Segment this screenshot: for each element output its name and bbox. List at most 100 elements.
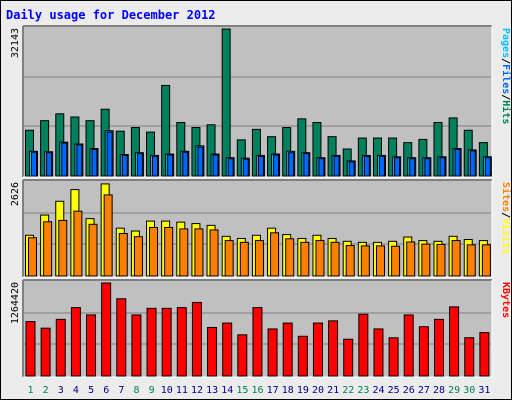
- x-tick-label: 29: [448, 385, 460, 396]
- x-tick-label: 8: [133, 385, 139, 396]
- bar-kbytes: [343, 338, 354, 377]
- bar-pages: [106, 131, 113, 177]
- x-tick-label: 3: [58, 385, 64, 396]
- bar-pages: [469, 150, 476, 177]
- bar-kbytes: [373, 328, 384, 377]
- x-tick-label: 27: [418, 385, 430, 396]
- bar-pages: [348, 161, 355, 177]
- bar-kbytes: [131, 314, 142, 377]
- bar-pages: [76, 144, 83, 177]
- bar-kbytes: [25, 321, 36, 377]
- x-tick-label: 6: [103, 385, 109, 396]
- x-tick-label: 23: [357, 385, 369, 396]
- bar-sites: [285, 238, 295, 277]
- bar-pages: [212, 154, 219, 177]
- x-tick-label: 24: [373, 385, 385, 396]
- bar-sites: [179, 228, 189, 277]
- bar-pages: [303, 153, 310, 177]
- bar-kbytes: [282, 322, 293, 377]
- x-tick-label: 5: [88, 385, 94, 396]
- bar-sites: [375, 245, 385, 277]
- bar-pages: [454, 148, 461, 177]
- legend-sites: Sites: [500, 182, 512, 212]
- x-tick-label: 9: [149, 385, 155, 396]
- bar-pages: [363, 155, 370, 177]
- bar-kbytes: [161, 307, 172, 377]
- bar-sites: [28, 237, 37, 277]
- y-max-label-visits: 2626: [10, 182, 21, 206]
- bar-sites: [209, 229, 219, 277]
- bar-pages: [197, 146, 204, 177]
- bar-pages: [61, 142, 68, 177]
- y-max-label-hits: 32143: [10, 28, 21, 58]
- x-tick-label: 11: [176, 385, 188, 396]
- bar-kbytes: [464, 337, 475, 377]
- legend-hits: Hits: [500, 100, 512, 124]
- bar-kbytes: [222, 322, 233, 377]
- bar-sites: [239, 241, 249, 277]
- bar-hits: [221, 28, 231, 177]
- bar-kbytes: [297, 335, 308, 377]
- x-tick-label: 7: [118, 385, 124, 396]
- bar-sites: [149, 226, 159, 277]
- bar-pages: [167, 154, 174, 177]
- bar-sites: [466, 244, 476, 277]
- bar-sites: [345, 245, 355, 277]
- bar-pages: [439, 157, 446, 177]
- bar-pages: [409, 158, 416, 177]
- bar-sites: [391, 245, 401, 277]
- bar-pages: [288, 152, 295, 177]
- bar-sites: [481, 244, 491, 277]
- bar-sites: [315, 240, 325, 277]
- bar-kbytes: [86, 314, 97, 377]
- bar-pages: [91, 148, 98, 177]
- bar-sites: [118, 233, 128, 277]
- legend-kbytes: KBytes: [500, 282, 511, 318]
- bar-kbytes: [207, 326, 218, 377]
- bar-kbytes: [433, 318, 444, 377]
- bar-kbytes: [312, 322, 323, 377]
- x-tick-label: 30: [463, 385, 475, 396]
- bar-pages: [273, 154, 280, 177]
- bar-kbytes: [358, 313, 369, 377]
- bar-pages: [333, 155, 340, 177]
- x-tick-label: 26: [403, 385, 415, 396]
- bar-kbytes: [40, 327, 51, 377]
- bar-sites: [300, 241, 310, 277]
- bar-pages: [484, 157, 491, 177]
- bar-sites: [360, 245, 370, 277]
- bar-sites: [73, 210, 83, 277]
- x-tick-label: 16: [251, 385, 263, 396]
- bar-sites: [330, 241, 340, 277]
- x-tick-label: 19: [297, 385, 309, 396]
- x-tick-label: 21: [327, 385, 339, 396]
- bar-pages: [424, 158, 431, 177]
- bar-kbytes: [55, 318, 66, 377]
- bar-pages: [378, 155, 385, 177]
- bar-pages: [318, 158, 325, 177]
- x-tick-label: 31: [478, 385, 490, 396]
- bar-kbytes: [70, 307, 81, 377]
- bar-sites: [88, 223, 98, 277]
- bar-sites: [436, 243, 446, 277]
- chart-title: Daily usage for December 2012: [6, 8, 216, 22]
- x-tick-label: 20: [312, 385, 324, 396]
- legend-visits: Visits: [500, 218, 512, 254]
- x-tick-label: 25: [388, 385, 400, 396]
- bar-kbytes: [252, 307, 263, 377]
- x-tick-label: 14: [221, 385, 233, 396]
- bar-kbytes: [479, 332, 490, 377]
- bar-sites: [406, 241, 416, 277]
- x-tick-label: 4: [73, 385, 79, 396]
- bar-kbytes: [146, 307, 157, 377]
- x-tick-label: 2: [43, 385, 49, 396]
- bar-pages: [227, 158, 234, 177]
- bar-sites: [254, 240, 264, 277]
- bar-pages: [242, 158, 249, 177]
- bar-pages: [152, 155, 159, 177]
- legend-pages: Pages: [500, 28, 511, 58]
- y-max-label-kbytes: 1264420: [10, 282, 21, 324]
- legend-files: Files: [500, 64, 512, 94]
- bar-sites: [194, 228, 204, 277]
- x-tick-label: 18: [282, 385, 294, 396]
